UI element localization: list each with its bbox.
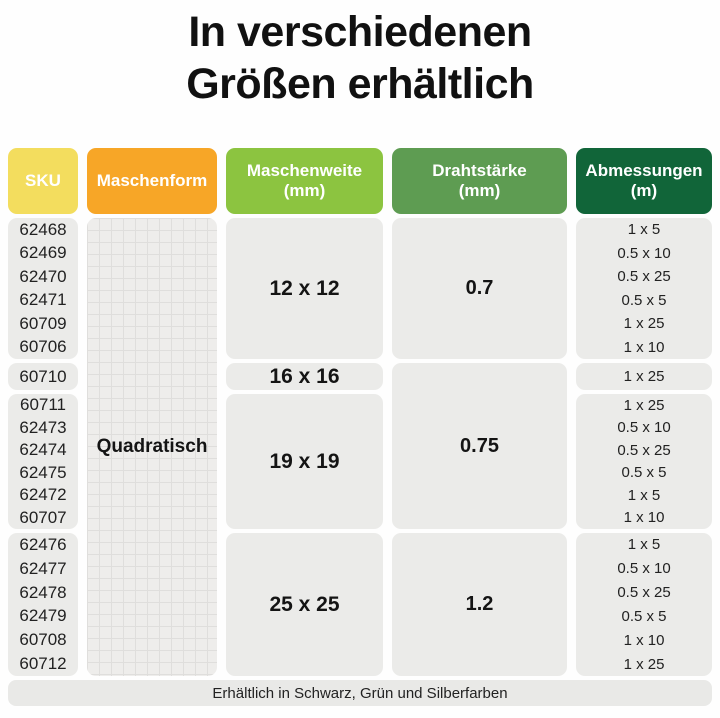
sku-value: 62473 [19, 417, 67, 437]
drahtstaerke-value: 0.7 [465, 277, 494, 299]
abmessungen-group-3: 1 x 25 0.5 x 10 0.5 x 25 0.5 x 5 1 x 5 1… [576, 394, 712, 529]
abmessung-value: 0.5 x 25 [617, 584, 671, 602]
header-maschenweite-label: Maschenweite [246, 161, 363, 180]
header-abmessungen-label: Abmessungen [585, 161, 703, 180]
sku-value: 60709 [19, 313, 67, 333]
sku-value: 62478 [19, 582, 67, 602]
abmessung-value: 0.5 x 5 [621, 464, 667, 482]
sku-group-1: 62468 62469 62470 62471 60709 60706 [8, 218, 78, 359]
sku-value: 62477 [19, 558, 67, 578]
abmessung-value: 1 x 5 [627, 221, 661, 239]
abmessung-value: 1 x 25 [623, 655, 665, 673]
abmessung-value: 0.5 x 25 [617, 268, 671, 286]
header-maschenform-label: Maschenform [96, 171, 208, 190]
header-drahtstaerke-sub: (mm) [458, 181, 501, 200]
abmessung-value: 1 x 25 [623, 315, 665, 333]
sku-value: 62469 [19, 243, 67, 263]
sku-value: 60707 [19, 507, 67, 527]
abmessung-value: 1 x 25 [623, 368, 665, 385]
maschenform-value: Quadratisch [96, 436, 208, 457]
abmessung-value: 0.5 x 10 [617, 560, 671, 578]
sku-value: 62476 [19, 534, 67, 554]
abmessung-value: 1 x 25 [623, 396, 665, 414]
sku-value: 62474 [19, 440, 67, 460]
header-sku-label: SKU [25, 171, 61, 190]
sku-value: 60711 [19, 395, 66, 415]
page-title: In verschiedenen Größen erhältlich [0, 0, 720, 148]
header-maschenform: Maschenform [87, 148, 217, 214]
sku-value: 60710 [19, 366, 67, 386]
maschenweite-cell-19x19: 19 x 19 [226, 394, 383, 529]
abmessung-value: 0.5 x 10 [617, 244, 671, 262]
abmessung-value: 0.5 x 5 [621, 607, 667, 625]
sku-group-2: 60710 [8, 363, 78, 390]
title-line-2: Größen erhältlich [186, 60, 534, 108]
sku-value: 62472 [19, 485, 67, 505]
abmessung-value: 1 x 10 [623, 338, 665, 356]
sku-value: 62471 [19, 290, 67, 310]
sku-value: 60706 [19, 337, 67, 357]
maschenform-cell: Quadratisch [87, 218, 217, 676]
abmessungen-group-4: 1 x 5 0.5 x 10 0.5 x 25 0.5 x 5 1 x 10 1… [576, 533, 712, 676]
maschenweite-value: 25 x 25 [269, 592, 340, 616]
maschenweite-cell-16x16: 16 x 16 [226, 363, 383, 390]
header-abmessungen-sub: (m) [630, 181, 658, 200]
drahtstaerke-cell-1: 0.7 [392, 218, 567, 359]
sku-value: 60708 [19, 630, 67, 650]
maschenweite-value: 19 x 19 [269, 449, 340, 473]
title-line-1: In verschiedenen [188, 8, 532, 56]
drahtstaerke-cell-3: 1.2 [392, 533, 567, 676]
abmessung-value: 0.5 x 25 [617, 441, 671, 459]
header-maschenweite-sub: (mm) [283, 181, 326, 200]
availability-note: Erhältlich in Schwarz, Grün und Silberfa… [8, 680, 712, 706]
maschenweite-cell-25x25: 25 x 25 [226, 533, 383, 676]
drahtstaerke-cell-2: 0.75 [392, 363, 567, 529]
maschenweite-value: 12 x 12 [269, 276, 340, 300]
drahtstaerke-value: 1.2 [465, 593, 494, 615]
sku-group-3: 60711 62473 62474 62475 62472 60707 [8, 394, 78, 529]
sku-value: 62475 [19, 462, 67, 482]
abmessung-value: 1 x 5 [627, 486, 661, 504]
abmessung-value: 1 x 5 [627, 536, 661, 554]
header-drahtstaerke-label: Drahtstärke [432, 161, 527, 180]
abmessungen-group-1: 1 x 5 0.5 x 10 0.5 x 25 0.5 x 5 1 x 25 1… [576, 218, 712, 359]
drahtstaerke-value: 0.75 [460, 434, 499, 457]
abmessung-value: 1 x 10 [623, 509, 665, 527]
sku-value: 62470 [19, 266, 67, 286]
sku-group-4: 62476 62477 62478 62479 60708 60712 [8, 533, 78, 676]
header-sku: SKU [8, 148, 78, 214]
sku-value: 62468 [19, 219, 67, 239]
abmessung-value: 0.5 x 5 [621, 291, 667, 309]
maschenweite-cell-12x12: 12 x 12 [226, 218, 383, 359]
header-drahtstaerke: Drahtstärke (mm) [392, 148, 567, 214]
maschenweite-value: 16 x 16 [269, 364, 340, 388]
header-maschenweite: Maschenweite (mm) [226, 148, 383, 214]
sku-value: 62479 [19, 606, 67, 626]
abmessung-value: 0.5 x 10 [617, 419, 671, 437]
sku-value: 60712 [19, 654, 67, 674]
header-abmessungen: Abmessungen (m) [576, 148, 712, 214]
abmessungen-group-2: 1 x 25 [576, 363, 712, 390]
abmessung-value: 1 x 10 [623, 631, 665, 649]
sizes-table: SKU Maschenform Maschenweite (mm) Drahts… [0, 148, 720, 706]
